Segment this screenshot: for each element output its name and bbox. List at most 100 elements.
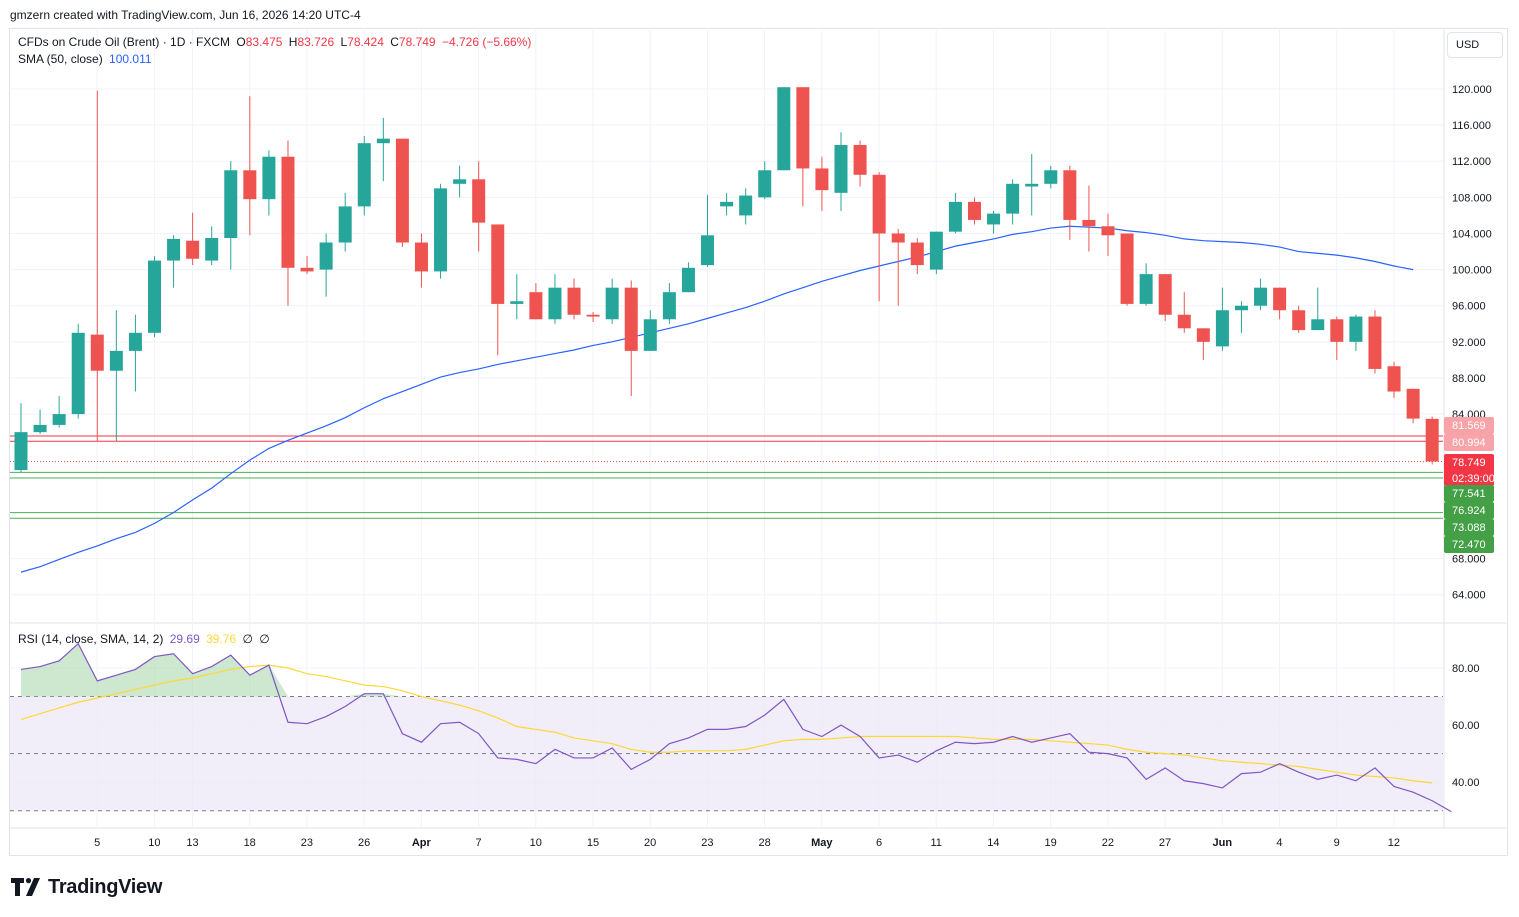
- close-value: 78.749: [398, 35, 436, 49]
- candle[interactable]: [71, 323, 85, 419]
- main-legend: CFDs on Crude Oil (Brent) · 1D · FXCM O8…: [18, 35, 534, 49]
- candle[interactable]: [758, 161, 772, 200]
- candle[interactable]: [414, 233, 428, 288]
- candle[interactable]: [1349, 314, 1363, 351]
- candle[interactable]: [243, 96, 257, 236]
- candle[interactable]: [891, 228, 905, 306]
- candle-body: [90, 334, 104, 371]
- time-tick-label: 5: [94, 837, 100, 849]
- currency-button[interactable]: USD: [1447, 32, 1503, 58]
- symbol-title[interactable]: CFDs on Crude Oil (Brent) · 1D · FXCM: [18, 35, 231, 49]
- candle[interactable]: [262, 150, 276, 216]
- candle[interactable]: [128, 314, 142, 392]
- candle[interactable]: [491, 224, 505, 356]
- candle[interactable]: [434, 183, 448, 279]
- candle[interactable]: [567, 278, 581, 320]
- candle[interactable]: [529, 283, 543, 320]
- candle[interactable]: [167, 235, 181, 288]
- candle[interactable]: [90, 90, 104, 442]
- candle[interactable]: [376, 117, 390, 182]
- candle-body: [815, 168, 829, 191]
- candle[interactable]: [1234, 301, 1248, 333]
- candle[interactable]: [1254, 278, 1268, 311]
- candle[interactable]: [1311, 287, 1325, 331]
- candle[interactable]: [510, 274, 524, 320]
- candle[interactable]: [357, 135, 371, 216]
- candle-body: [52, 414, 66, 425]
- chart-frame: [9, 28, 1508, 856]
- time-tick-label: 11: [931, 837, 942, 849]
- candle[interactable]: [968, 197, 981, 225]
- candle[interactable]: [910, 237, 924, 275]
- sma-label[interactable]: SMA (50, close): [18, 52, 103, 66]
- candle[interactable]: [1082, 185, 1096, 252]
- candle[interactable]: [605, 278, 619, 324]
- candle[interactable]: [1158, 274, 1172, 322]
- candle[interactable]: [586, 312, 600, 322]
- candle[interactable]: [109, 310, 123, 442]
- candle[interactable]: [1063, 165, 1077, 240]
- time-tick-label: 9: [1334, 837, 1340, 849]
- candle[interactable]: [624, 280, 638, 397]
- candle[interactable]: [872, 172, 886, 302]
- candle[interactable]: [1215, 287, 1229, 351]
- candle[interactable]: [1330, 316, 1344, 360]
- candle[interactable]: [701, 194, 715, 267]
- candle[interactable]: [1044, 165, 1058, 189]
- candle[interactable]: [662, 283, 676, 324]
- candle[interactable]: [186, 212, 200, 266]
- candle[interactable]: [948, 192, 962, 234]
- candle[interactable]: [395, 138, 409, 248]
- candle[interactable]: [1120, 233, 1134, 306]
- candle[interactable]: [1177, 292, 1191, 333]
- candle[interactable]: [338, 192, 352, 252]
- candle[interactable]: [453, 165, 467, 198]
- candle-body: [872, 174, 886, 234]
- candle[interactable]: [300, 256, 314, 275]
- candle[interactable]: [1139, 263, 1153, 306]
- candle[interactable]: [33, 409, 47, 434]
- candle[interactable]: [205, 226, 219, 266]
- candle[interactable]: [281, 140, 295, 306]
- time-tick-label: 12: [1388, 837, 1400, 849]
- candle[interactable]: [548, 274, 562, 324]
- candle[interactable]: [1368, 310, 1382, 374]
- candle[interactable]: [224, 161, 238, 270]
- candle[interactable]: [147, 256, 161, 338]
- candle[interactable]: [1425, 416, 1439, 465]
- candle-body: [662, 292, 676, 320]
- candle[interactable]: [1292, 305, 1306, 333]
- candle[interactable]: [834, 132, 848, 211]
- candle[interactable]: [643, 310, 657, 351]
- price-tick-label: 104.000: [1452, 228, 1492, 240]
- time-tick-label: Apr: [412, 837, 432, 849]
- candle[interactable]: [1273, 287, 1287, 320]
- candle[interactable]: [815, 156, 829, 211]
- candle[interactable]: [777, 87, 791, 171]
- candle[interactable]: [739, 188, 753, 225]
- rsi-extra-1: ∅: [242, 632, 253, 646]
- candle[interactable]: [1006, 179, 1020, 225]
- candle[interactable]: [987, 210, 1001, 234]
- candle[interactable]: [472, 161, 486, 252]
- candle-body: [987, 213, 1001, 225]
- candle[interactable]: [929, 231, 943, 275]
- tradingview-logo[interactable]: TradingView: [11, 876, 162, 898]
- open-label: O: [236, 35, 246, 49]
- candle[interactable]: [1101, 213, 1115, 257]
- candle[interactable]: [796, 87, 810, 207]
- candle-body: [395, 138, 409, 243]
- candle[interactable]: [52, 396, 66, 428]
- candle[interactable]: [720, 192, 734, 216]
- candle[interactable]: [1196, 328, 1210, 360]
- candle[interactable]: [319, 233, 333, 297]
- candle[interactable]: [681, 262, 695, 293]
- level-tag: 76.924: [1452, 505, 1486, 517]
- candle[interactable]: [853, 140, 867, 187]
- candle[interactable]: [1406, 388, 1420, 424]
- candle[interactable]: [1387, 361, 1401, 398]
- candle[interactable]: [1025, 154, 1039, 216]
- candle[interactable]: [14, 403, 28, 473]
- rsi-label[interactable]: RSI (14, close, SMA, 14, 2): [18, 632, 164, 646]
